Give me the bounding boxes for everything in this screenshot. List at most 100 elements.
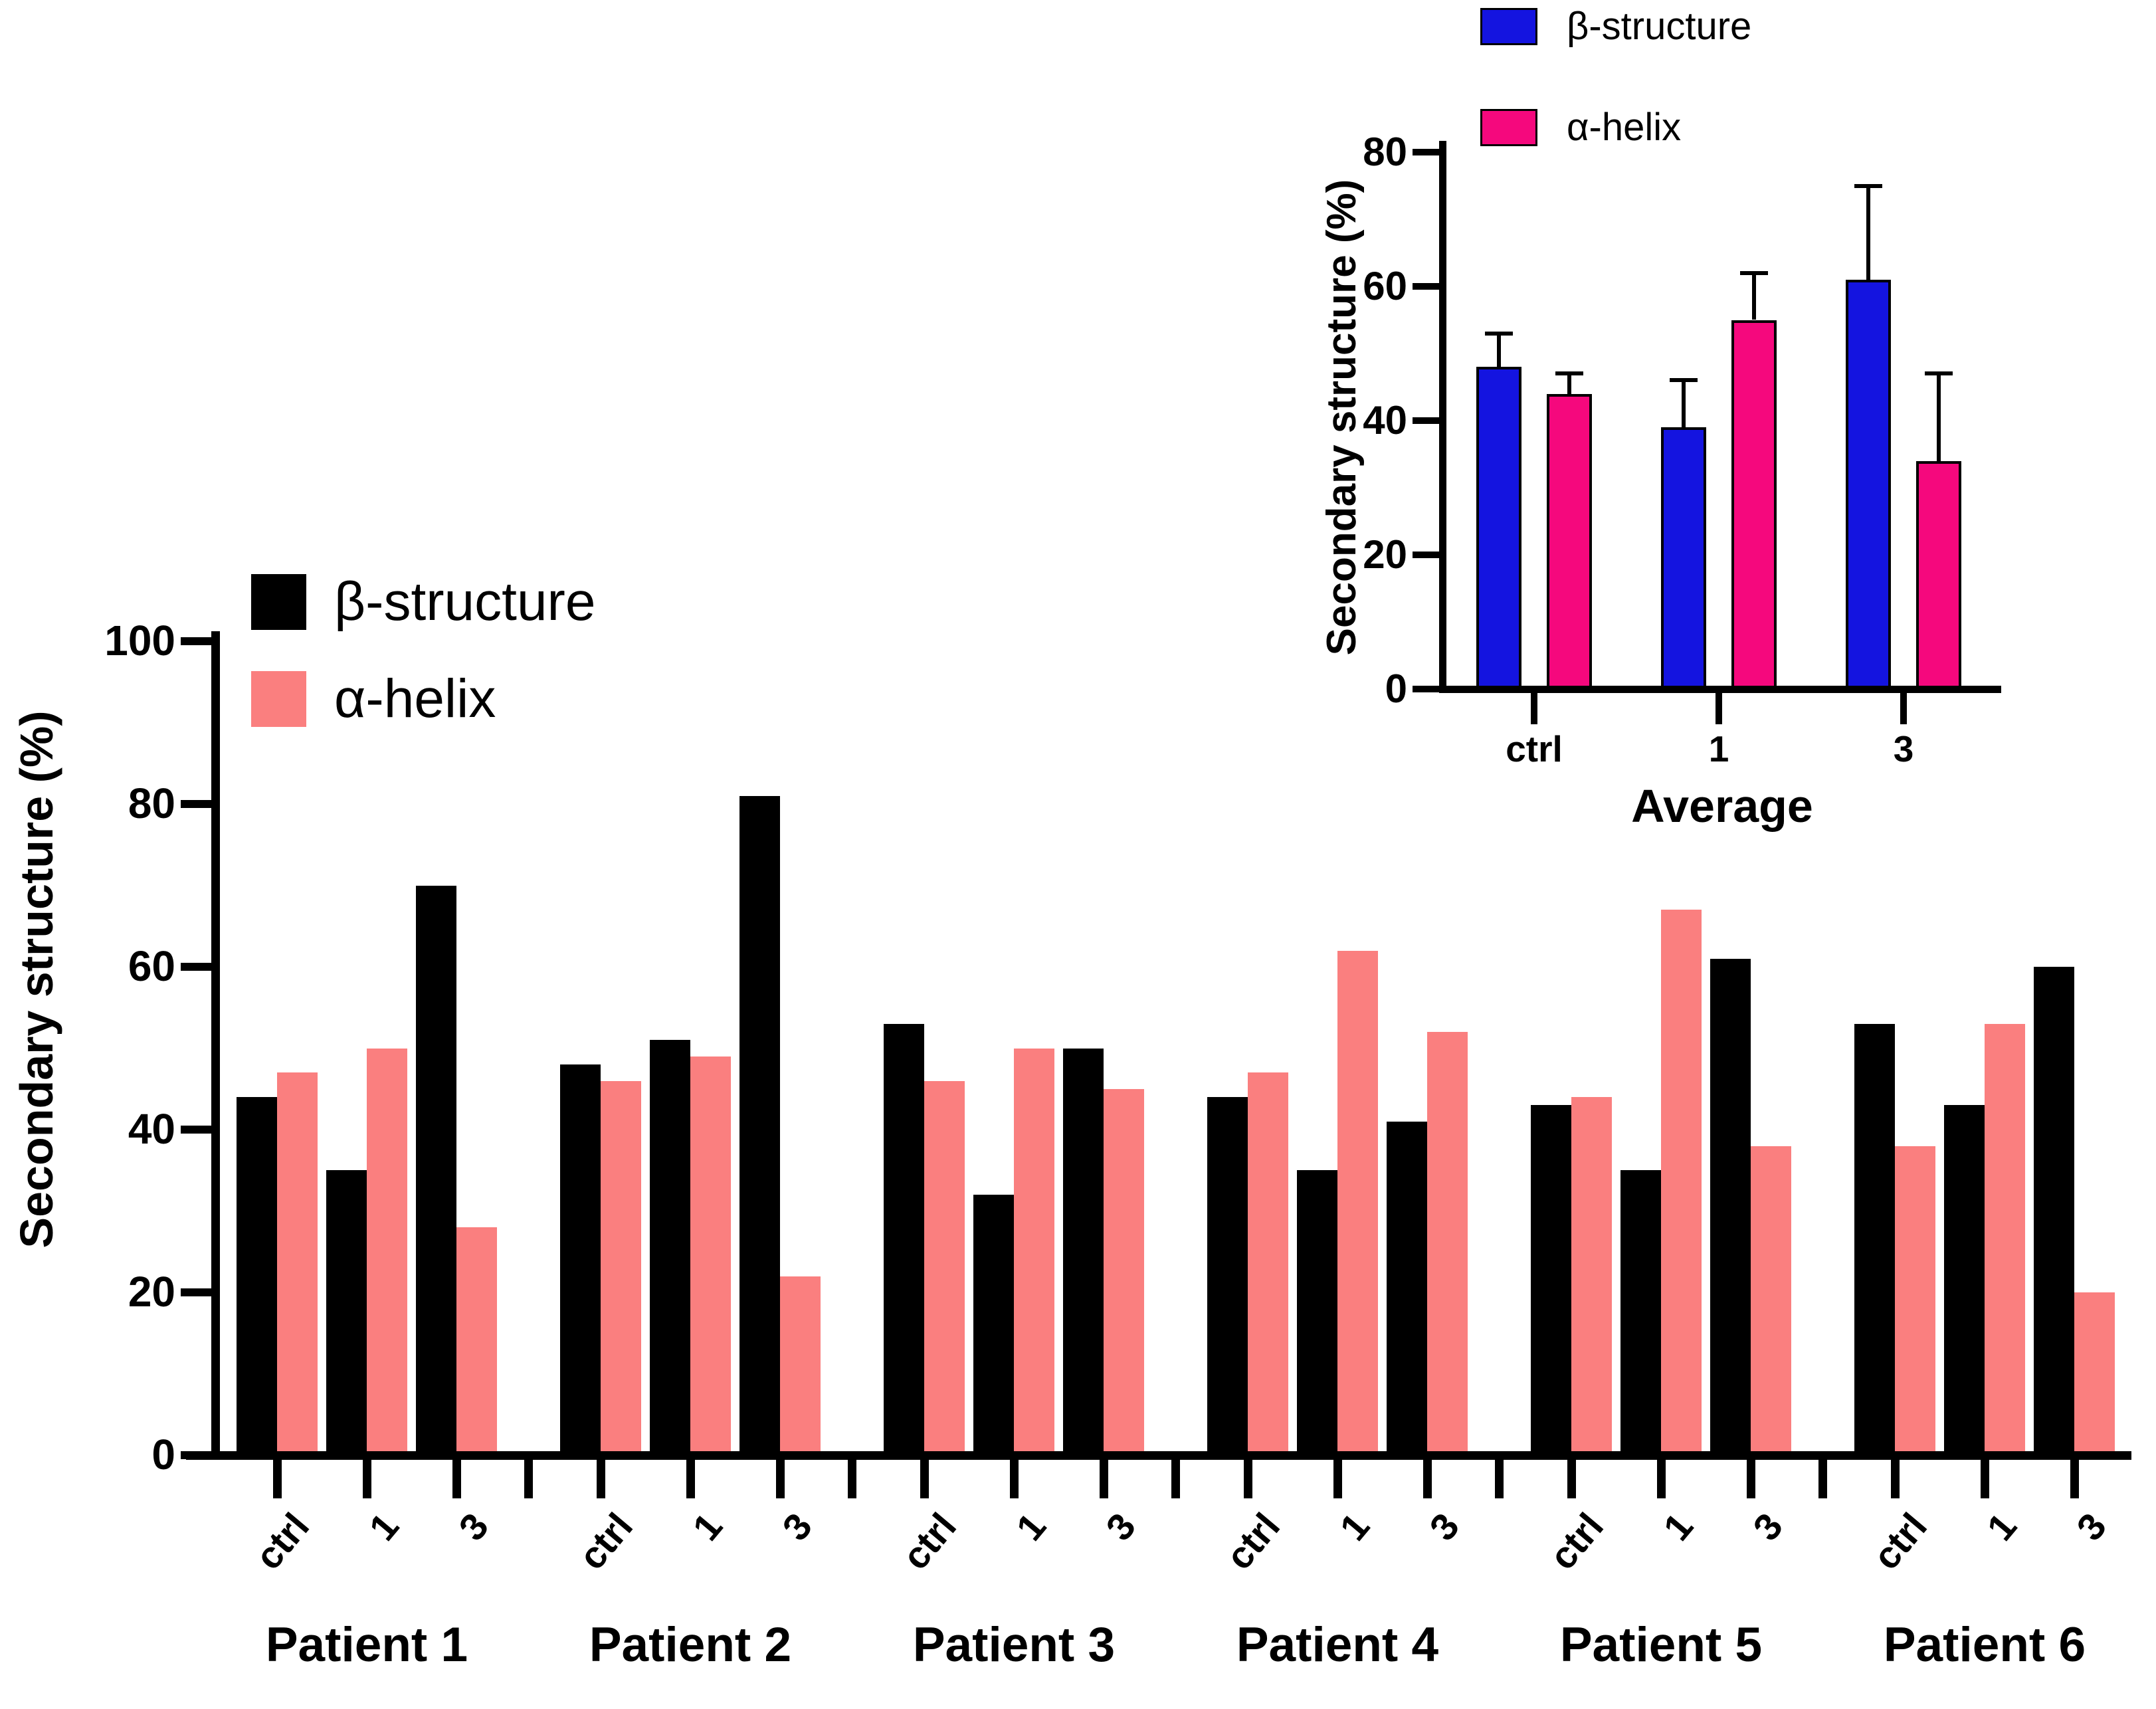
main-x-tick	[1567, 1460, 1576, 1498]
bar-alpha-helix	[1337, 950, 1378, 1455]
inset-legend-label: β-structure	[1567, 5, 1752, 48]
main-x-axis-line	[186, 1451, 2131, 1460]
main-legend-alpha-swatch	[251, 671, 306, 727]
main-legend-label: α-helix	[334, 668, 496, 729]
bar-alpha-helix	[1661, 910, 1702, 1455]
main-x-tick-separator	[848, 1460, 856, 1498]
main-group-label: Patient 4	[1236, 1618, 1439, 1672]
inset-x-axis-line	[1439, 686, 2001, 693]
inset-x-category-label: 1	[1708, 728, 1729, 769]
inset-bar-alpha-helix	[1547, 393, 1592, 689]
bar-alpha-helix	[456, 1227, 497, 1455]
main-x-tick	[920, 1460, 929, 1498]
inset-y-tick	[1413, 283, 1439, 290]
bar-beta-structure	[1063, 1048, 1104, 1455]
error-bar-cap	[1740, 270, 1768, 275]
bar-beta-structure	[1710, 958, 1751, 1455]
bar-beta-structure	[237, 1097, 277, 1455]
inset-y-tick	[1413, 149, 1439, 155]
bar-alpha-helix	[277, 1072, 318, 1455]
main-y-tick	[181, 1288, 211, 1296]
main-x-tick	[1891, 1460, 1900, 1498]
main-x-tick	[1100, 1460, 1108, 1498]
main-group-label: Patient 2	[589, 1618, 792, 1672]
main-x-tick-separator	[524, 1460, 533, 1498]
main-y-tick	[181, 800, 211, 808]
bar-beta-structure	[326, 1170, 367, 1455]
bar-beta-structure	[1207, 1097, 1248, 1455]
inset-y-axis-title: Secondary structure (%)	[1319, 179, 1365, 656]
main-y-tick-label: 0	[151, 1431, 175, 1478]
error-bar-cap	[1925, 371, 1953, 376]
bar-beta-structure	[560, 1064, 601, 1455]
bar-alpha-helix	[601, 1080, 641, 1455]
main-x-tick	[273, 1460, 282, 1498]
main-y-tick	[181, 963, 211, 971]
main-group-label: Patient 1	[265, 1618, 468, 1672]
main-group-label: Patient 5	[1559, 1618, 1763, 1672]
error-bar-cap	[1555, 371, 1583, 376]
bar-alpha-helix	[924, 1080, 965, 1455]
inset-x-category-label: ctrl	[1506, 728, 1563, 769]
main-x-tick	[452, 1460, 461, 1498]
main-x-tick	[2070, 1460, 2079, 1498]
main-x-tick-separator	[1495, 1460, 1504, 1498]
inset-y-tick-label: 80	[1363, 130, 1407, 174]
main-x-tick-separator	[1818, 1460, 1827, 1498]
main-y-tick-label: 20	[128, 1268, 175, 1316]
main-x-tick	[776, 1460, 785, 1498]
main-y-tick	[181, 1451, 211, 1459]
bar-alpha-helix	[1571, 1097, 1612, 1455]
main-y-axis-title: Secondary structure (%)	[11, 710, 62, 1249]
inset-y-axis-line	[1439, 141, 1446, 693]
main-x-tick	[1244, 1460, 1252, 1498]
main-x-tick	[1657, 1460, 1666, 1498]
bar-beta-structure	[1531, 1105, 1571, 1455]
bar-alpha-helix	[1248, 1072, 1288, 1455]
error-bar-line	[1752, 272, 1756, 320]
main-x-tick	[1423, 1460, 1432, 1498]
error-bar-line	[1937, 373, 1941, 461]
main-x-tick	[1010, 1460, 1019, 1498]
inset-legend-label: α-helix	[1567, 106, 1682, 149]
bar-beta-structure	[1297, 1170, 1337, 1455]
inset-bar-alpha-helix	[1731, 320, 1777, 689]
main-y-axis-line	[211, 631, 220, 1460]
inset-legend-alpha-swatch	[1480, 109, 1537, 146]
main-x-tick-separator	[1171, 1460, 1180, 1498]
bar-alpha-helix	[780, 1276, 821, 1455]
main-y-tick-label: 40	[128, 1105, 175, 1153]
bar-alpha-helix	[1751, 1146, 1791, 1455]
bar-alpha-helix	[1014, 1048, 1054, 1455]
inset-x-category-label: 3	[1893, 728, 1914, 769]
inset-y-tick-label: 20	[1363, 532, 1407, 577]
inset-bar-beta-structure	[1846, 279, 1891, 689]
inset-x-axis-title: Average	[1631, 780, 1813, 832]
inset-y-tick-label: 60	[1363, 264, 1407, 308]
inset-y-tick-label: 0	[1385, 666, 1407, 711]
inset-y-tick	[1413, 552, 1439, 558]
bar-beta-structure	[884, 1023, 924, 1455]
main-group-label: Patient 3	[912, 1618, 1116, 1672]
main-legend-beta-swatch	[251, 574, 306, 630]
main-x-tick	[597, 1460, 605, 1498]
error-bar-line	[1682, 380, 1686, 428]
error-bar-cap	[1670, 378, 1698, 383]
bar-alpha-helix	[1104, 1088, 1144, 1455]
bar-beta-structure	[1944, 1105, 1985, 1455]
main-y-tick-label: 60	[128, 942, 175, 990]
inset-bar-beta-structure	[1661, 427, 1706, 689]
inset-y-tick	[1413, 686, 1439, 692]
inset-x-tick	[1531, 693, 1537, 724]
inset-bar-alpha-helix	[1916, 460, 1961, 689]
main-y-tick	[181, 1126, 211, 1134]
inset-x-tick	[1900, 693, 1907, 724]
bar-beta-structure	[650, 1040, 690, 1455]
inset-bar-beta-structure	[1476, 367, 1521, 689]
bar-alpha-helix	[1427, 1032, 1468, 1455]
main-x-tick	[363, 1460, 371, 1498]
main-legend-label: β-structure	[334, 571, 596, 632]
main-y-tick-label: 80	[128, 779, 175, 827]
main-y-tick-label: 100	[104, 617, 175, 664]
